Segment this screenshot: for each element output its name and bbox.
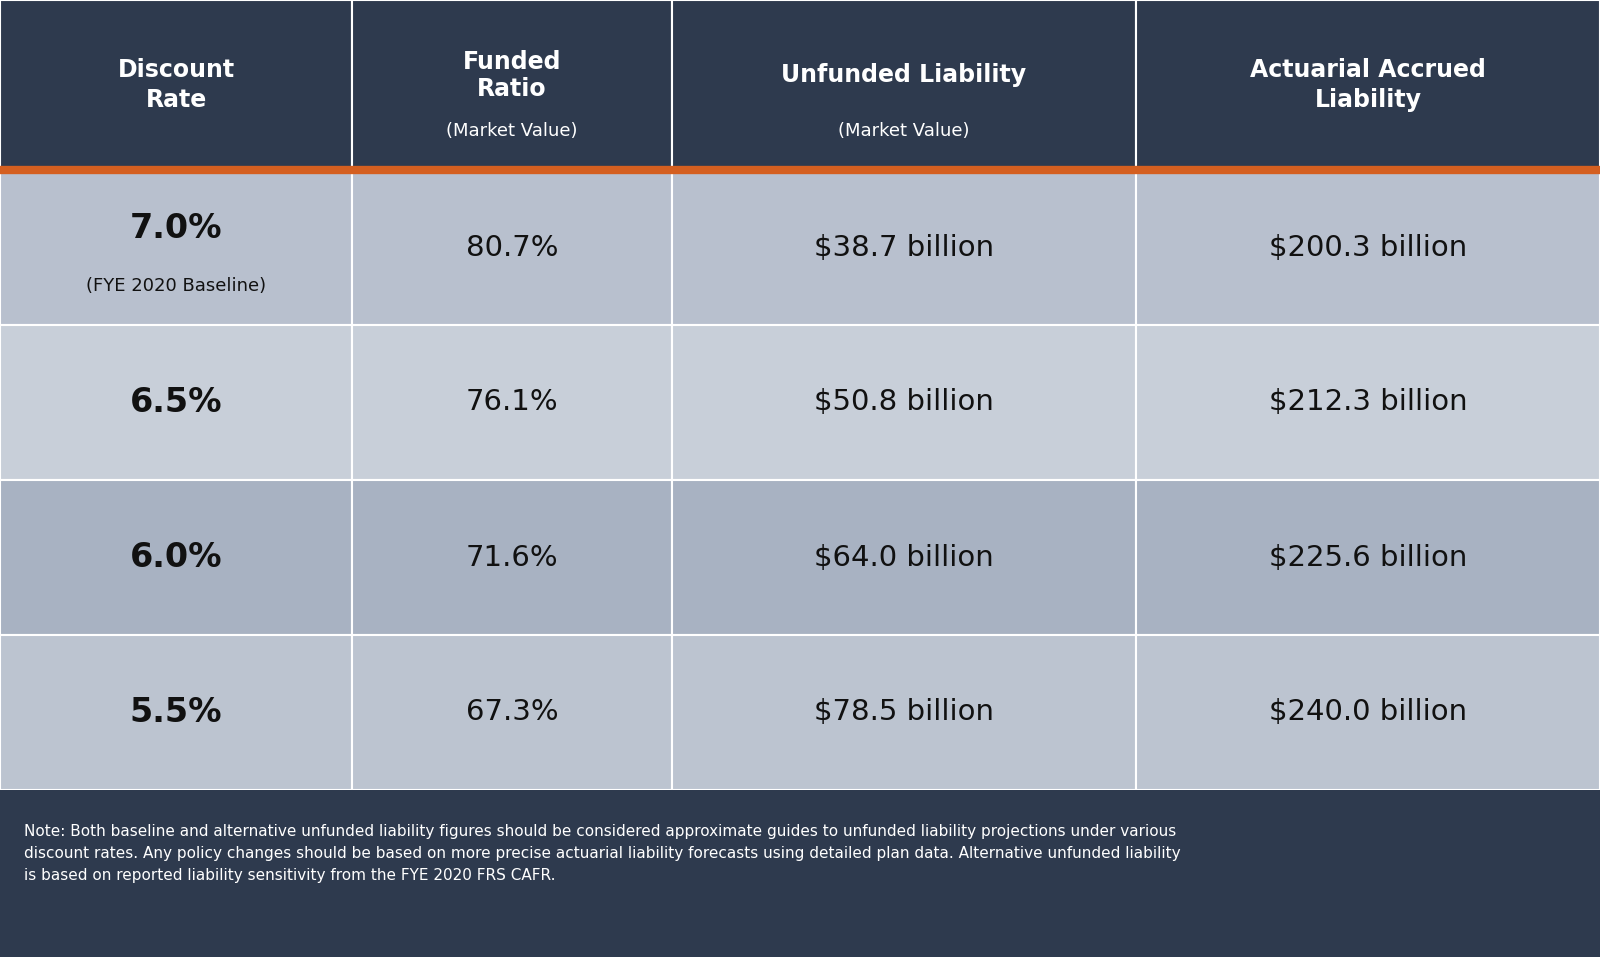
Bar bbox=[0, 790, 1600, 917]
Bar bbox=[352, 0, 672, 170]
Bar bbox=[1136, 325, 1600, 480]
Text: $212.3 billion: $212.3 billion bbox=[1269, 389, 1467, 416]
Text: (FYE 2020 Baseline): (FYE 2020 Baseline) bbox=[86, 278, 266, 296]
Bar bbox=[352, 480, 672, 635]
Text: 67.3%: 67.3% bbox=[466, 699, 558, 726]
Bar bbox=[1136, 635, 1600, 790]
Bar bbox=[1136, 170, 1600, 325]
Bar bbox=[0, 635, 352, 790]
Bar bbox=[672, 325, 1136, 480]
Bar bbox=[0, 170, 352, 325]
Bar bbox=[0, 480, 352, 635]
Text: $38.7 billion: $38.7 billion bbox=[814, 234, 994, 261]
Text: 71.6%: 71.6% bbox=[466, 544, 558, 571]
Bar bbox=[1136, 0, 1600, 170]
Text: $240.0 billion: $240.0 billion bbox=[1269, 699, 1467, 726]
Text: $64.0 billion: $64.0 billion bbox=[814, 544, 994, 571]
Bar bbox=[1136, 480, 1600, 635]
Text: Funded
Ratio: Funded Ratio bbox=[462, 50, 562, 101]
Text: 6.5%: 6.5% bbox=[130, 386, 222, 419]
Text: (Market Value): (Market Value) bbox=[838, 122, 970, 140]
Bar bbox=[672, 0, 1136, 170]
Text: 80.7%: 80.7% bbox=[466, 234, 558, 261]
Text: $78.5 billion: $78.5 billion bbox=[814, 699, 994, 726]
Bar bbox=[672, 635, 1136, 790]
Text: $200.3 billion: $200.3 billion bbox=[1269, 234, 1467, 261]
Text: 6.0%: 6.0% bbox=[130, 541, 222, 574]
Bar bbox=[0, 325, 352, 480]
Text: Note: Both baseline and alternative unfunded liability figures should be conside: Note: Both baseline and alternative unfu… bbox=[24, 824, 1181, 883]
Text: $50.8 billion: $50.8 billion bbox=[814, 389, 994, 416]
Text: 76.1%: 76.1% bbox=[466, 389, 558, 416]
Text: 7.0%: 7.0% bbox=[130, 212, 222, 245]
Text: Actuarial Accrued
Liability: Actuarial Accrued Liability bbox=[1250, 58, 1486, 112]
Bar bbox=[672, 170, 1136, 325]
Text: Unfunded Liability: Unfunded Liability bbox=[781, 63, 1027, 87]
Bar bbox=[0, 0, 352, 170]
Text: (Market Value): (Market Value) bbox=[446, 122, 578, 140]
Text: $225.6 billion: $225.6 billion bbox=[1269, 544, 1467, 571]
Text: 5.5%: 5.5% bbox=[130, 696, 222, 729]
Bar bbox=[352, 170, 672, 325]
Text: Discount
Rate: Discount Rate bbox=[117, 58, 235, 112]
Bar bbox=[352, 325, 672, 480]
Bar bbox=[352, 635, 672, 790]
Bar bbox=[672, 480, 1136, 635]
